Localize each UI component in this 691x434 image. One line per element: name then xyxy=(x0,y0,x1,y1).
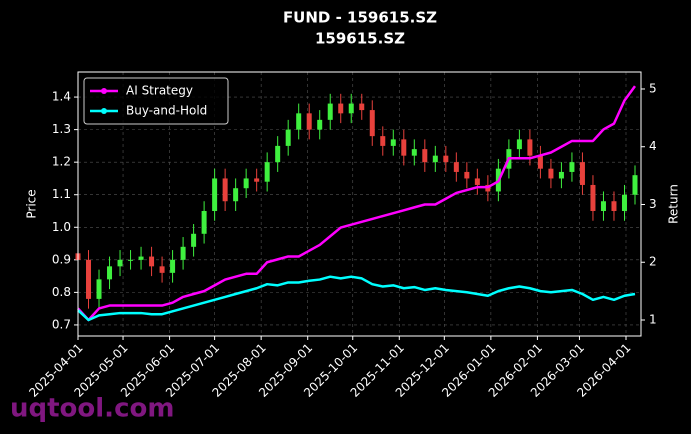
legend-label: AI Strategy xyxy=(126,84,193,98)
chart-subtitle: 159615.SZ xyxy=(315,30,405,48)
candle-body xyxy=(296,113,302,130)
candle-body xyxy=(138,256,144,260)
candle-body xyxy=(401,139,407,156)
candle-body xyxy=(275,145,281,163)
y2-tick-label: 1 xyxy=(649,313,657,327)
candle-body xyxy=(422,149,428,163)
candle-body xyxy=(86,259,92,299)
candle-body xyxy=(317,119,323,130)
candle-body xyxy=(159,266,165,273)
candle-body xyxy=(359,103,365,111)
y2-axis-label: Return xyxy=(667,184,681,224)
candle-body xyxy=(443,155,449,163)
candle-body xyxy=(621,194,627,211)
y-axis-label: Price xyxy=(25,189,39,218)
candle-body xyxy=(243,178,249,189)
candle-body xyxy=(348,103,354,114)
series-line xyxy=(77,85,637,322)
candle-body xyxy=(128,259,134,261)
candle-body xyxy=(548,168,554,179)
y-tick-label: 1.1 xyxy=(52,187,71,201)
legend-marker xyxy=(101,88,107,94)
y-tick-label: 0.9 xyxy=(52,252,71,266)
candle-body xyxy=(117,259,123,267)
candle-body xyxy=(432,155,438,163)
candle-body xyxy=(107,266,113,280)
candle-body xyxy=(569,162,575,172)
candle-body xyxy=(285,129,291,146)
candle-body xyxy=(600,201,606,211)
candle-body xyxy=(516,139,522,150)
candle-body xyxy=(338,103,344,114)
candle-body xyxy=(411,149,417,156)
legend-marker xyxy=(101,108,107,114)
candle-body xyxy=(369,110,375,137)
candle-body xyxy=(170,259,176,273)
candle-body xyxy=(632,175,638,195)
y2-tick-label: 2 xyxy=(649,255,657,269)
candle-body xyxy=(453,162,459,172)
candle-body xyxy=(464,171,470,179)
y2-tick-label: 4 xyxy=(649,139,657,153)
candle-body xyxy=(590,184,596,211)
candle-body xyxy=(264,162,270,182)
candle-body xyxy=(191,233,197,247)
y2-tick-label: 5 xyxy=(649,81,657,95)
plot-frame xyxy=(77,71,642,337)
y-tick-label: 1.2 xyxy=(52,155,71,169)
y-tick-label: 1.3 xyxy=(52,122,71,136)
candle-body xyxy=(149,256,155,267)
candle-body xyxy=(306,113,312,130)
candle-body xyxy=(327,103,333,120)
candle-body xyxy=(180,246,186,260)
y-tick-label: 0.8 xyxy=(52,285,71,299)
series-line xyxy=(77,275,636,322)
candle-body xyxy=(254,178,260,182)
candle-body xyxy=(527,139,533,156)
y-tick-label: 1.0 xyxy=(52,220,71,234)
candle-body xyxy=(611,201,617,211)
legend-label: Buy-and-Hold xyxy=(126,104,207,118)
y-tick-label: 0.7 xyxy=(52,317,71,331)
y2-tick-label: 3 xyxy=(649,197,657,211)
chart-title: FUND - 159615.SZ xyxy=(283,9,437,27)
candle-body xyxy=(201,210,207,234)
y-tick-label: 1.4 xyxy=(52,90,71,104)
candle-body xyxy=(579,162,585,185)
candle-body xyxy=(474,178,480,185)
candle-body xyxy=(212,178,218,211)
candle-body xyxy=(537,155,543,169)
watermark: uqtool.com xyxy=(10,394,174,424)
candle-body xyxy=(233,188,239,202)
candle-body xyxy=(96,279,102,299)
candle-body xyxy=(390,139,396,146)
candle-body xyxy=(380,136,386,146)
candle-body xyxy=(222,178,228,202)
candle-body xyxy=(558,171,564,179)
legend-box xyxy=(83,77,229,125)
